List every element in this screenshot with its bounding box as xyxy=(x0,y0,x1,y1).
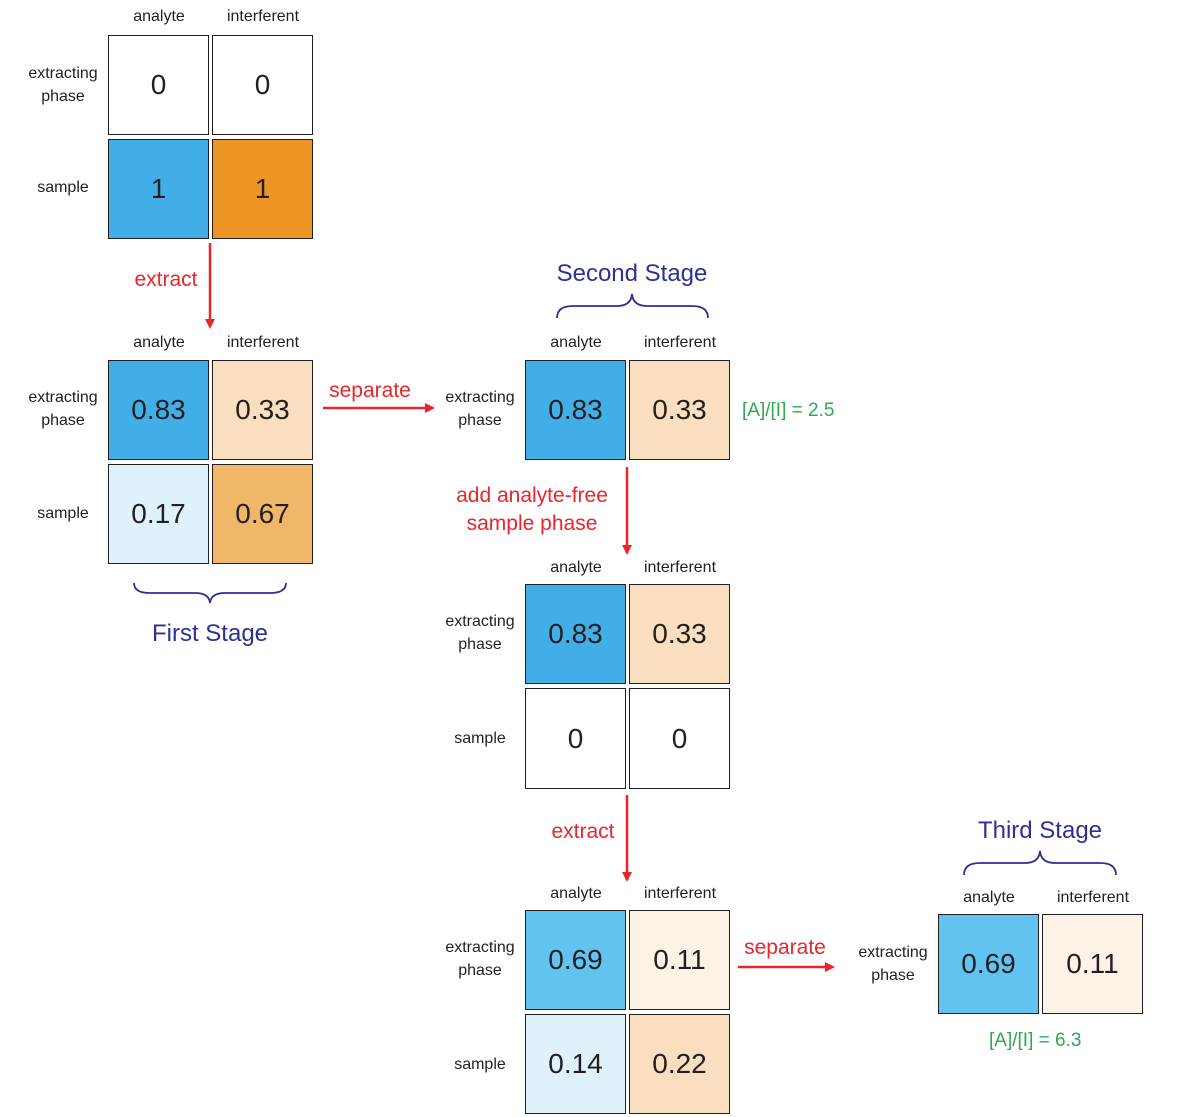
column-header-analyte: analyte xyxy=(108,334,210,352)
stage1-sample-analyte: 0.17 xyxy=(108,464,209,564)
first-stage-brace xyxy=(134,583,286,603)
column-header-interferent: interferent xyxy=(212,334,314,352)
column-header-analyte: analyte xyxy=(525,334,627,352)
add-sample-label: add analyte-free sample phase xyxy=(432,482,632,538)
row-header-extracting-phase: extracting phase xyxy=(433,936,527,982)
added-extracting-analyte: 0.83 xyxy=(525,584,626,684)
extracting-label: extracting phase xyxy=(28,65,97,105)
column-header-interferent: interferent xyxy=(629,334,731,352)
row-header-extracting-phase: extracting phase xyxy=(16,386,110,432)
row-header-extracting-phase: extracting phase xyxy=(433,610,527,656)
column-header-analyte: analyte xyxy=(938,889,1040,907)
row-header-sample: sample xyxy=(433,1053,527,1076)
column-header-interferent: interferent xyxy=(629,885,731,903)
column-header-analyte: analyte xyxy=(525,885,627,903)
row-header-extracting-phase: extracting phase xyxy=(846,941,940,987)
stage3-extracting-interferent: 0.11 xyxy=(1042,914,1143,1014)
separate-label-2: separate xyxy=(735,934,835,962)
column-header-analyte: analyte xyxy=(108,8,210,26)
initial-sample-analyte: 1 xyxy=(108,139,209,239)
column-header-interferent: interferent xyxy=(212,8,314,26)
second-stage-brace xyxy=(557,294,708,318)
extracting-label: extracting phase xyxy=(445,613,514,653)
extracting-label: extracting phase xyxy=(858,944,927,984)
row-header-sample: sample xyxy=(16,176,110,199)
added-extracting-interferent: 0.33 xyxy=(629,584,730,684)
row-header-extracting-phase: extracting phase xyxy=(16,62,110,108)
extract-label-1: extract xyxy=(118,266,214,294)
first-stage-title: First Stage xyxy=(110,620,310,648)
extracted-extracting-interferent: 0.11 xyxy=(629,910,730,1010)
extract-label-2: extract xyxy=(533,818,633,846)
stage2-extracting-interferent: 0.33 xyxy=(629,360,730,460)
initial-extracting-interferent: 0 xyxy=(212,35,313,135)
added-sample-interferent: 0 xyxy=(629,688,730,789)
extracting-label: extracting phase xyxy=(445,939,514,979)
extracting-label: extracting phase xyxy=(445,389,514,429)
extracted-sample-analyte: 0.14 xyxy=(525,1014,626,1114)
stage1-extracting-analyte: 0.83 xyxy=(108,360,209,460)
separate-label-1: separate xyxy=(320,377,420,405)
row-header-sample: sample xyxy=(16,502,110,525)
added-sample-analyte: 0 xyxy=(525,688,626,789)
ratio-stage2: [A]/[I] = 2.5 xyxy=(742,400,834,422)
ratio-stage3: [A]/[I] = 6.3 xyxy=(989,1030,1081,1052)
add-sample-line-1: add analyte-free xyxy=(432,482,632,510)
initial-extracting-analyte: 0 xyxy=(108,35,209,135)
stage1-sample-interferent: 0.67 xyxy=(212,464,313,564)
third-stage-title: Third Stage xyxy=(940,817,1140,845)
row-header-sample: sample xyxy=(433,727,527,750)
column-header-interferent: interferent xyxy=(1042,889,1144,907)
second-stage-title: Second Stage xyxy=(532,260,732,288)
column-header-analyte: analyte xyxy=(525,559,627,577)
row-header-extracting-phase: extracting phase xyxy=(433,386,527,432)
initial-sample-interferent: 1 xyxy=(212,139,313,239)
column-header-interferent: interferent xyxy=(629,559,731,577)
extracting-label: extracting phase xyxy=(28,389,97,429)
extracted-extracting-analyte: 0.69 xyxy=(525,910,626,1010)
stage2-extracting-analyte: 0.83 xyxy=(525,360,626,460)
stage1-extracting-interferent: 0.33 xyxy=(212,360,313,460)
extracted-sample-interferent: 0.22 xyxy=(629,1014,730,1114)
stage3-extracting-analyte: 0.69 xyxy=(938,914,1039,1014)
third-stage-brace xyxy=(964,851,1116,875)
add-sample-line-2: sample phase xyxy=(432,510,632,538)
